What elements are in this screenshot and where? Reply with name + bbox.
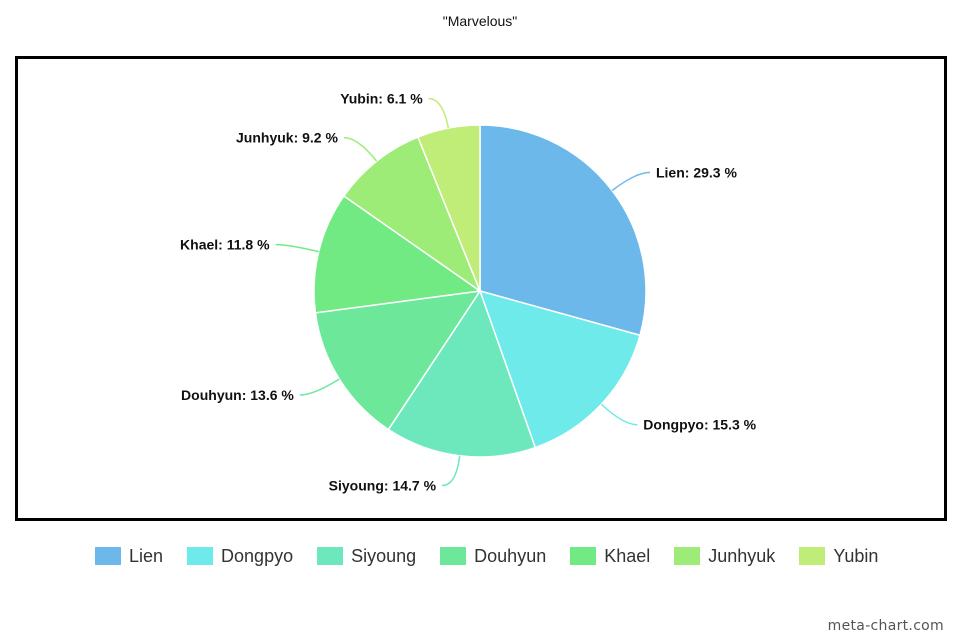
leader-line-siyoung bbox=[441, 455, 461, 487]
pie-slice-junhyuk[interactable] bbox=[342, 136, 482, 294]
pie-slice-lien[interactable] bbox=[479, 124, 647, 337]
legend-swatch bbox=[674, 547, 701, 565]
legend-swatch bbox=[95, 547, 121, 565]
legend-item-khael[interactable]: Khael bbox=[570, 546, 650, 566]
legend-label: Lien bbox=[129, 545, 164, 566]
data-label-junhyuk: Junhyuk: 9.2 % bbox=[236, 130, 338, 146]
legend-label: Siyoung bbox=[351, 545, 417, 566]
legend-swatch bbox=[799, 547, 826, 565]
pie-chart: Lien: 29.3 % Dongpyo: 15.3 % Siyoung: 14.7… bbox=[180, 91, 757, 494]
legend-item-douhyun[interactable]: Douhyun bbox=[440, 546, 546, 566]
data-label-dongpyo: Dongpyo: 15.3 % bbox=[643, 417, 756, 433]
leader-line-khael bbox=[275, 243, 319, 253]
legend-item-yubin[interactable]: Yubin bbox=[799, 546, 878, 566]
leader-line-dongpyo bbox=[600, 403, 638, 426]
pie-slice-siyoung[interactable] bbox=[387, 289, 537, 458]
legend-item-siyoung[interactable]: Siyoung bbox=[317, 546, 416, 566]
chart-title: "Marvelous" bbox=[442, 13, 518, 29]
legend-item-junhyuk[interactable]: Junhyuk bbox=[674, 546, 775, 566]
legend-swatch bbox=[440, 547, 467, 565]
legend-item-lien[interactable]: Lien bbox=[95, 546, 163, 566]
pie-slice-dongpyo[interactable] bbox=[478, 289, 641, 449]
plot-area: Lien: 29.3 % Dongpyo: 15.3 % Siyoung: 14.7… bbox=[15, 56, 947, 521]
leader-line-junhyuk bbox=[343, 136, 378, 162]
legend-label: Douhyun bbox=[474, 545, 547, 566]
legend-label: Yubin bbox=[833, 545, 879, 566]
legend-item-dongpyo[interactable]: Dongpyo bbox=[187, 546, 293, 566]
data-label-douhyun: Douhyun: 13.6 % bbox=[181, 387, 294, 403]
leader-line-lien bbox=[611, 171, 651, 192]
legend-swatch bbox=[187, 547, 214, 565]
data-label-khael: Khael: 11.8 % bbox=[180, 237, 270, 253]
pie-slice-yubin[interactable] bbox=[416, 124, 481, 292]
legend: Lien Dongpyo Siyoung Douhyun Khael Junhyuk Yub… bbox=[95, 546, 915, 566]
legend-label: Dongpyo bbox=[221, 545, 294, 566]
data-label-yubin: Yubin: 6.1 % bbox=[340, 91, 423, 107]
pie-slice-douhyun[interactable] bbox=[314, 290, 482, 431]
watermark: meta-chart.com bbox=[827, 618, 944, 634]
data-label-siyoung: Siyoung: 14.7 % bbox=[329, 478, 437, 494]
legend-label: Junhyuk bbox=[708, 545, 776, 566]
leader-line-yubin bbox=[428, 97, 450, 129]
data-label-lien: Lien: 29.3 % bbox=[656, 164, 737, 180]
leader-line-douhyun bbox=[299, 378, 340, 396]
legend-label: Khael bbox=[604, 545, 651, 566]
legend-swatch bbox=[570, 547, 597, 565]
legend-swatch bbox=[317, 547, 344, 565]
